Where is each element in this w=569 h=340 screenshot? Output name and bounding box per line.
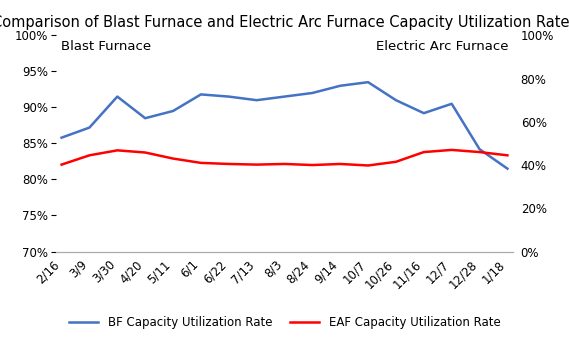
EAF Capacity Utilization Rate <box>476 150 483 154</box>
EAF Capacity Utilization Rate <box>365 164 372 168</box>
EAF Capacity Utilization Rate <box>86 153 93 157</box>
EAF Capacity Utilization Rate <box>197 161 204 165</box>
BF Capacity Utilization Rate <box>225 95 232 99</box>
EAF Capacity Utilization Rate <box>142 151 149 155</box>
BF Capacity Utilization Rate <box>197 92 204 97</box>
BF Capacity Utilization Rate <box>281 95 288 99</box>
Line: EAF Capacity Utilization Rate: EAF Capacity Utilization Rate <box>61 150 508 166</box>
BF Capacity Utilization Rate <box>253 98 260 102</box>
EAF Capacity Utilization Rate <box>337 162 344 166</box>
BF Capacity Utilization Rate <box>476 147 483 151</box>
EAF Capacity Utilization Rate <box>170 156 176 160</box>
BF Capacity Utilization Rate <box>448 102 455 106</box>
BF Capacity Utilization Rate <box>420 111 427 115</box>
EAF Capacity Utilization Rate <box>114 148 121 152</box>
BF Capacity Utilization Rate <box>365 80 372 84</box>
BF Capacity Utilization Rate <box>504 167 511 171</box>
BF Capacity Utilization Rate <box>393 98 399 102</box>
Text: Electric Arc Furnace: Electric Arc Furnace <box>376 40 509 53</box>
EAF Capacity Utilization Rate <box>253 163 260 167</box>
EAF Capacity Utilization Rate <box>281 162 288 166</box>
BF Capacity Utilization Rate <box>337 84 344 88</box>
BF Capacity Utilization Rate <box>86 125 93 130</box>
Title: Comparison of Blast Furnace and Electric Arc Furnace Capacity Utilization Rates: Comparison of Blast Furnace and Electric… <box>0 15 569 30</box>
BF Capacity Utilization Rate <box>309 91 316 95</box>
Line: BF Capacity Utilization Rate: BF Capacity Utilization Rate <box>61 82 508 169</box>
Text: Blast Furnace: Blast Furnace <box>60 40 151 53</box>
BF Capacity Utilization Rate <box>58 136 65 140</box>
BF Capacity Utilization Rate <box>114 95 121 99</box>
BF Capacity Utilization Rate <box>170 109 176 113</box>
Legend: BF Capacity Utilization Rate, EAF Capacity Utilization Rate: BF Capacity Utilization Rate, EAF Capaci… <box>64 312 505 334</box>
EAF Capacity Utilization Rate <box>309 163 316 167</box>
EAF Capacity Utilization Rate <box>225 162 232 166</box>
EAF Capacity Utilization Rate <box>393 160 399 164</box>
EAF Capacity Utilization Rate <box>420 150 427 154</box>
EAF Capacity Utilization Rate <box>448 148 455 152</box>
EAF Capacity Utilization Rate <box>58 163 65 167</box>
BF Capacity Utilization Rate <box>142 116 149 120</box>
EAF Capacity Utilization Rate <box>504 153 511 157</box>
